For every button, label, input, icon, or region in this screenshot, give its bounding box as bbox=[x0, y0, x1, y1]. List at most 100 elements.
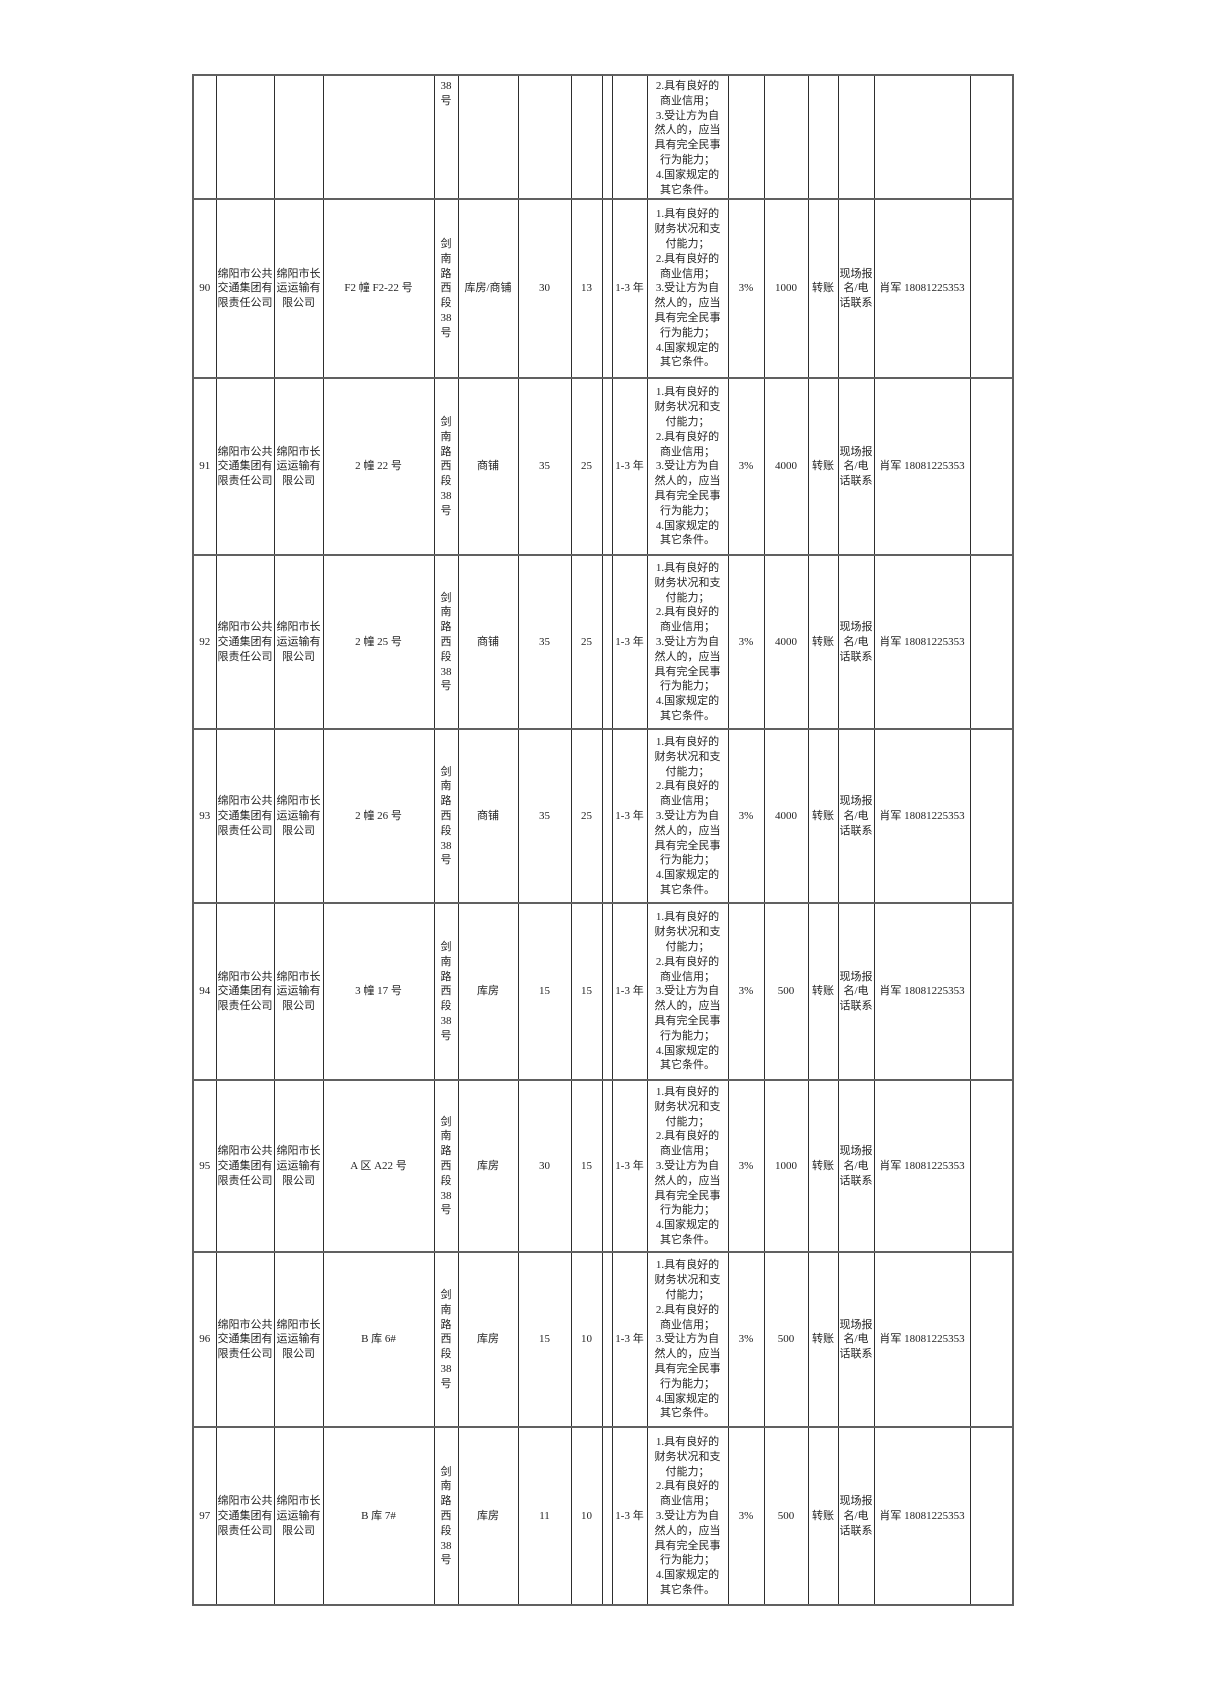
cell-blank bbox=[969, 1251, 1014, 1429]
cell-transferee-conditions: 1.具有良好的 财务状况和支 付能力； 2.具有良好的 商业信用； 3.受让方为… bbox=[646, 728, 729, 905]
cell-contact: 肖军 18081225353 bbox=[873, 902, 971, 1082]
cell-spacer bbox=[601, 1079, 613, 1254]
listing-table: 38 号 2.具有良好的 商业信用； 3.受让方为自 然人的，应当 具有完全民事 … bbox=[192, 73, 1014, 1607]
cell-deposit: 4000 bbox=[763, 554, 809, 731]
cell-payment-method: 转账 bbox=[807, 1079, 839, 1254]
cell-row-number: 91 bbox=[192, 377, 217, 557]
cell-deposit: 1000 bbox=[763, 1079, 809, 1254]
cell-address: 剑南 路西 段 38 号 bbox=[433, 728, 459, 905]
cell-blank bbox=[969, 902, 1014, 1082]
cell-spacer bbox=[601, 1251, 613, 1429]
cell-property-type: 库房 bbox=[457, 902, 519, 1082]
cell-area bbox=[517, 73, 572, 201]
table-row: 95 绵阳市公共 交通集团有 限责任公司 绵阳市长 运运输有 限公司 A 区 A22 … bbox=[192, 1079, 1014, 1254]
cell-area: 15 bbox=[517, 1251, 572, 1429]
document-page: 38 号 2.具有良好的 商业信用； 3.受让方为自 然人的，应当 具有完全民事 … bbox=[192, 73, 1014, 1607]
cell-owner-company: 绵阳市公共 交通集团有 限责任公司 bbox=[215, 1079, 275, 1254]
cell-property-name: F2 幢 F2-22 号 bbox=[322, 198, 435, 380]
cell-contact: 肖军 18081225353 bbox=[873, 554, 971, 731]
cell-owner-company: 绵阳市公共 交通集团有 限责任公司 bbox=[215, 554, 275, 731]
cell-payment-method: 转账 bbox=[807, 198, 839, 380]
cell-registration-method: 现场报 名/电 话联系 bbox=[837, 1426, 875, 1607]
cell-owner-company: 绵阳市公共 交通集团有 限责任公司 bbox=[215, 1251, 275, 1429]
cell-area: 11 bbox=[517, 1426, 572, 1607]
cell-registration-method bbox=[837, 73, 875, 201]
cell-property-type: 商铺 bbox=[457, 377, 519, 557]
cell-registration-method: 现场报 名/电 话联系 bbox=[837, 198, 875, 380]
cell-payment-method: 转账 bbox=[807, 902, 839, 1082]
cell-contact bbox=[873, 73, 971, 201]
cell-area: 35 bbox=[517, 377, 572, 557]
cell-spacer bbox=[601, 1426, 613, 1607]
cell-transferee-conditions: 1.具有良好的 财务状况和支 付能力； 2.具有良好的 商业信用； 3.受让方为… bbox=[646, 1251, 729, 1429]
cell-lease-term bbox=[611, 73, 648, 201]
cell-operating-company: 绵阳市长 运运输有 限公司 bbox=[273, 902, 324, 1082]
cell-owner-company bbox=[215, 73, 275, 201]
cell-spacer bbox=[601, 198, 613, 380]
cell-blank bbox=[969, 377, 1014, 557]
cell-operating-company: 绵阳市长 运运输有 限公司 bbox=[273, 1079, 324, 1254]
cell-payment-method: 转账 bbox=[807, 1251, 839, 1429]
cell-area: 35 bbox=[517, 728, 572, 905]
cell-quantity: 25 bbox=[570, 377, 603, 557]
cell-property-type: 库房 bbox=[457, 1079, 519, 1254]
cell-row-number: 95 bbox=[192, 1079, 217, 1254]
cell-area: 30 bbox=[517, 198, 572, 380]
cell-operating-company: 绵阳市长 运运输有 限公司 bbox=[273, 1426, 324, 1607]
cell-quantity: 25 bbox=[570, 554, 603, 731]
cell-property-type: 商铺 bbox=[457, 554, 519, 731]
cell-contact: 肖军 18081225353 bbox=[873, 198, 971, 380]
cell-address: 剑南 路西 段 38 号 bbox=[433, 1079, 459, 1254]
cell-rate: 3% bbox=[727, 377, 765, 557]
cell-deposit: 500 bbox=[763, 1251, 809, 1429]
cell-address: 剑南 路西 段 38 号 bbox=[433, 377, 459, 557]
cell-quantity bbox=[570, 73, 603, 201]
cell-address: 38 号 bbox=[433, 73, 459, 201]
cell-transferee-conditions: 1.具有良好的 财务状况和支 付能力； 2.具有良好的 商业信用； 3.受让方为… bbox=[646, 198, 729, 380]
table-row: 97 绵阳市公共 交通集团有 限责任公司 绵阳市长 运运输有 限公司 B 库 7# 剑南… bbox=[192, 1426, 1014, 1607]
cell-owner-company: 绵阳市公共 交通集团有 限责任公司 bbox=[215, 198, 275, 380]
cell-contact: 肖军 18081225353 bbox=[873, 1079, 971, 1254]
cell-blank bbox=[969, 198, 1014, 380]
cell-quantity: 15 bbox=[570, 902, 603, 1082]
cell-operating-company: 绵阳市长 运运输有 限公司 bbox=[273, 728, 324, 905]
cell-payment-method: 转账 bbox=[807, 377, 839, 557]
cell-property-name bbox=[322, 73, 435, 201]
listing-table-body: 38 号 2.具有良好的 商业信用； 3.受让方为自 然人的，应当 具有完全民事 … bbox=[192, 73, 1014, 1607]
cell-transferee-conditions: 1.具有良好的 财务状况和支 付能力； 2.具有良好的 商业信用； 3.受让方为… bbox=[646, 1426, 729, 1607]
cell-owner-company: 绵阳市公共 交通集团有 限责任公司 bbox=[215, 377, 275, 557]
cell-rate: 3% bbox=[727, 728, 765, 905]
cell-contact: 肖军 18081225353 bbox=[873, 1426, 971, 1607]
table-row: 93 绵阳市公共 交通集团有 限责任公司 绵阳市长 运运输有 限公司 2 幢 26 号… bbox=[192, 728, 1014, 905]
cell-row-number: 94 bbox=[192, 902, 217, 1082]
table-row: 91 绵阳市公共 交通集团有 限责任公司 绵阳市长 运运输有 限公司 2 幢 22 号… bbox=[192, 377, 1014, 557]
cell-row-number: 97 bbox=[192, 1426, 217, 1607]
cell-deposit: 500 bbox=[763, 902, 809, 1082]
cell-rate: 3% bbox=[727, 902, 765, 1082]
cell-payment-method: 转账 bbox=[807, 728, 839, 905]
cell-owner-company: 绵阳市公共 交通集团有 限责任公司 bbox=[215, 728, 275, 905]
cell-lease-term: 1-3 年 bbox=[611, 198, 648, 380]
table-row: 94 绵阳市公共 交通集团有 限责任公司 绵阳市长 运运输有 限公司 3 幢 17 号… bbox=[192, 902, 1014, 1082]
cell-owner-company: 绵阳市公共 交通集团有 限责任公司 bbox=[215, 1426, 275, 1607]
cell-rate bbox=[727, 73, 765, 201]
cell-property-type: 库房 bbox=[457, 1426, 519, 1607]
cell-quantity: 10 bbox=[570, 1251, 603, 1429]
cell-deposit: 500 bbox=[763, 1426, 809, 1607]
cell-rate: 3% bbox=[727, 1251, 765, 1429]
cell-property-name: 3 幢 17 号 bbox=[322, 902, 435, 1082]
cell-registration-method: 现场报 名/电 话联系 bbox=[837, 728, 875, 905]
cell-operating-company: 绵阳市长 运运输有 限公司 bbox=[273, 554, 324, 731]
table-row: 90 绵阳市公共 交通集团有 限责任公司 绵阳市长 运运输有 限公司 F2 幢 F2-… bbox=[192, 198, 1014, 380]
cell-payment-method bbox=[807, 73, 839, 201]
cell-registration-method: 现场报 名/电 话联系 bbox=[837, 1251, 875, 1429]
cell-operating-company: 绵阳市长 运运输有 限公司 bbox=[273, 377, 324, 557]
cell-contact: 肖军 18081225353 bbox=[873, 377, 971, 557]
cell-blank bbox=[969, 554, 1014, 731]
cell-registration-method: 现场报 名/电 话联系 bbox=[837, 1079, 875, 1254]
cell-property-name: B 库 6# bbox=[322, 1251, 435, 1429]
cell-blank bbox=[969, 728, 1014, 905]
cell-contact: 肖军 18081225353 bbox=[873, 1251, 971, 1429]
cell-row-number bbox=[192, 73, 217, 201]
cell-registration-method: 现场报 名/电 话联系 bbox=[837, 554, 875, 731]
